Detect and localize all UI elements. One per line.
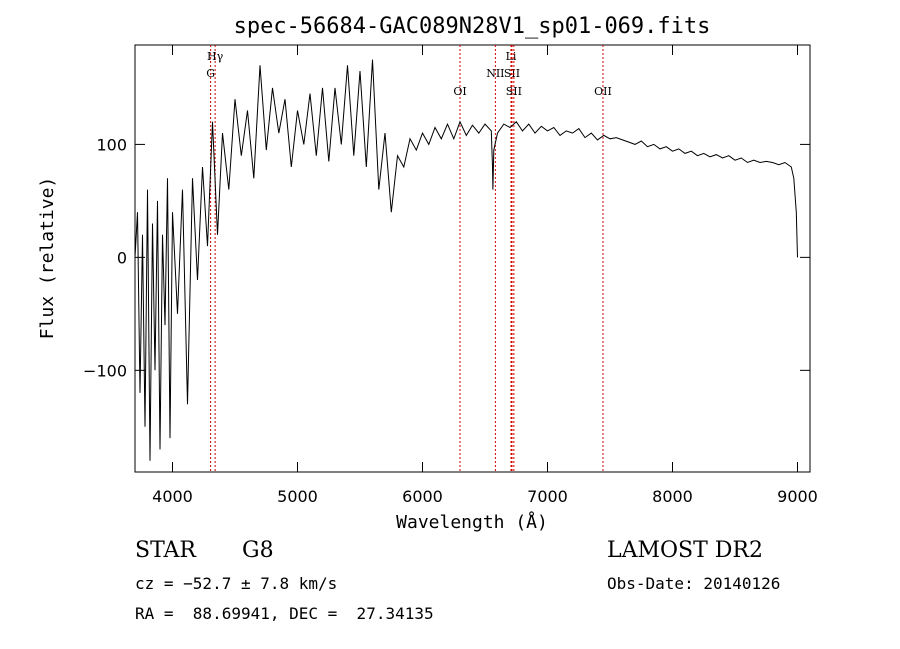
line-marker-label: Hγ: [207, 50, 224, 63]
survey-name: LAMOST DR2: [607, 538, 763, 563]
spectrum-line: [134, 59, 798, 461]
object-subclass: G8: [242, 538, 274, 563]
x-tick-label: 9000: [777, 487, 818, 506]
x-tick-label: 7000: [527, 487, 568, 506]
y-tick-label: −100: [83, 361, 127, 380]
x-tick-label: 4000: [152, 487, 193, 506]
chart-title: spec-56684-GAC089N28V1_sp01-069.fits: [234, 14, 711, 39]
x-axis-label: Wavelength (Å): [396, 511, 548, 533]
sky-coordinates: RA = 88.69941, DEC = 27.34135: [135, 604, 434, 623]
line-marker-label: OII: [594, 85, 612, 98]
line-marker-label: NII: [486, 67, 504, 80]
x-tick-label: 8000: [652, 487, 693, 506]
x-tick-label: 5000: [277, 487, 318, 506]
y-tick-label: 100: [96, 135, 127, 154]
line-marker-label: Li: [506, 50, 517, 63]
y-axis-label: Flux (relative): [37, 177, 58, 340]
y-tick-label: 0: [117, 248, 127, 267]
observation-date: Obs-Date: 20140126: [607, 574, 781, 593]
object-class: STAR: [135, 538, 196, 563]
line-marker-label: G: [206, 67, 215, 80]
line-marker-label: SII: [504, 67, 520, 80]
line-marker-label: SII: [506, 85, 522, 98]
redshift-cz: cz = −52.7 ± 7.8 km/s: [135, 574, 338, 593]
axes: 4000 5000 6000 7000 8000 9000 −100 0 100: [83, 45, 818, 506]
line-marker-label: OI: [453, 85, 466, 98]
x-tick-label: 6000: [402, 487, 443, 506]
plot-frame: [134, 44, 811, 473]
